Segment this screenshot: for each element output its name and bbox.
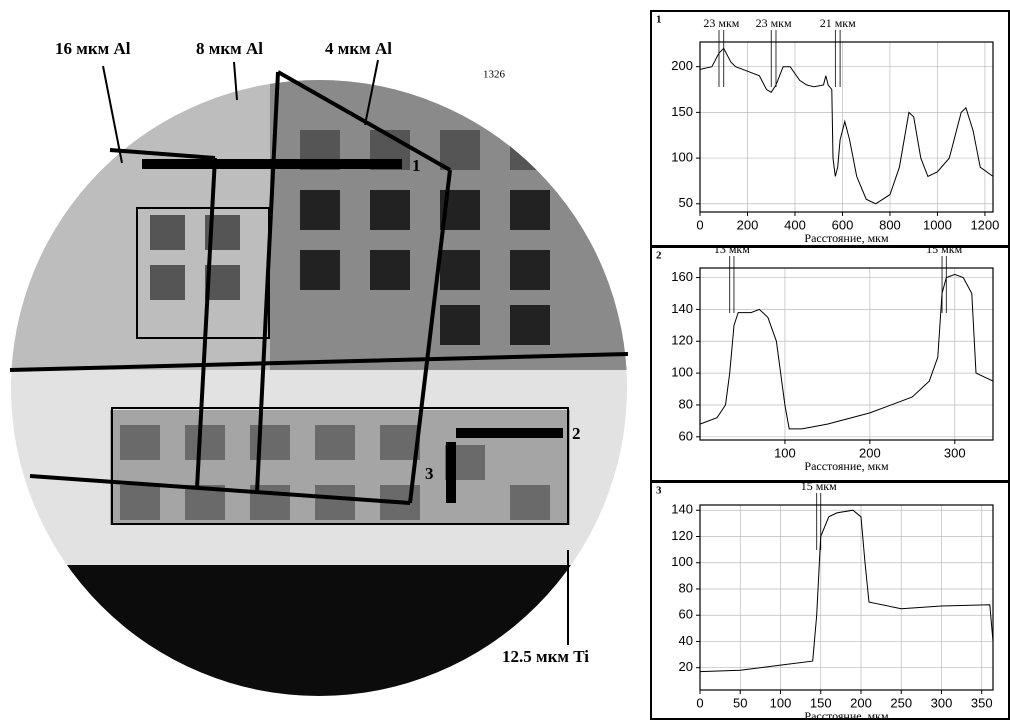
filter-label: 16 мкм Al bbox=[55, 39, 131, 58]
x-axis-label: Расстояние, мкм bbox=[804, 459, 889, 473]
x-tick-label: 50 bbox=[733, 695, 747, 710]
profile-line bbox=[699, 509, 994, 673]
filter-label: 4 мкм Al bbox=[325, 39, 392, 58]
panel-label: 1 bbox=[656, 14, 662, 26]
filter-label: 8 мкм Al bbox=[196, 39, 263, 58]
y-tick-label: 100 bbox=[671, 365, 693, 380]
filter-label: 12.5 мкм Ti bbox=[502, 647, 589, 666]
annotation: 21 мкм bbox=[820, 16, 856, 30]
y-tick-label: 100 bbox=[671, 150, 693, 165]
x-tick-label: 1200 bbox=[970, 217, 999, 232]
profile-marker: 3 bbox=[425, 464, 434, 483]
y-tick-label: 40 bbox=[679, 633, 693, 648]
x-tick-label: 200 bbox=[737, 217, 759, 232]
annotation: 15 мкм bbox=[926, 242, 962, 256]
annotation: 15 мкм bbox=[801, 479, 837, 493]
y-tick-label: 80 bbox=[679, 580, 693, 595]
x-tick-label: 350 bbox=[971, 695, 993, 710]
annotation: 23 мкм bbox=[756, 16, 792, 30]
x-tick-label: 600 bbox=[832, 217, 854, 232]
y-tick-label: 120 bbox=[671, 528, 693, 543]
y-tick-label: 60 bbox=[679, 607, 693, 622]
y-tick-label: 140 bbox=[671, 301, 693, 316]
plot-frame bbox=[699, 41, 994, 213]
x-tick-label: 300 bbox=[931, 695, 953, 710]
x-tick-label: 400 bbox=[784, 217, 806, 232]
x-tick-label: 0 bbox=[696, 695, 703, 710]
y-tick-label: 140 bbox=[671, 502, 693, 517]
x-tick-label: 100 bbox=[774, 445, 796, 460]
x-tick-label: 100 bbox=[770, 695, 792, 710]
panel-label: 3 bbox=[656, 485, 662, 497]
y-tick-label: 80 bbox=[679, 396, 693, 411]
y-tick-label: 50 bbox=[679, 195, 693, 210]
x-tick-label: 0 bbox=[696, 217, 703, 232]
y-tick-label: 200 bbox=[671, 58, 693, 73]
x-tick-label: 300 bbox=[944, 445, 966, 460]
y-tick-label: 150 bbox=[671, 104, 693, 119]
y-tick-label: 120 bbox=[671, 333, 693, 348]
profile-line bbox=[699, 47, 994, 205]
panel-label: 2 bbox=[656, 250, 662, 262]
annotation: 23 мкм bbox=[703, 16, 739, 30]
x-tick-label: 200 bbox=[859, 445, 881, 460]
profile-marker: 2 bbox=[572, 424, 581, 443]
panel-frames bbox=[650, 10, 1010, 720]
x-axis-label: Расстояние, мкм bbox=[804, 231, 889, 245]
y-tick-label: 100 bbox=[671, 554, 693, 569]
y-tick-label: 160 bbox=[671, 269, 693, 284]
annotation: 13 мкм bbox=[714, 242, 750, 256]
profile-marker: 1 bbox=[412, 156, 421, 175]
x-tick-label: 250 bbox=[890, 695, 912, 710]
overlay-lines bbox=[9, 59, 629, 645]
profile-line bbox=[699, 273, 994, 430]
plot-frame bbox=[699, 504, 994, 691]
x-tick-label: 800 bbox=[879, 217, 901, 232]
x-tick-label: 200 bbox=[850, 695, 872, 710]
x-tick-label: 150 bbox=[810, 695, 832, 710]
x-axis-label: Расстояние, мкм bbox=[804, 709, 889, 720]
image-id: 1326 bbox=[483, 69, 506, 81]
y-tick-label: 20 bbox=[679, 659, 693, 674]
plot-frame bbox=[699, 267, 994, 441]
y-tick-label: 60 bbox=[679, 428, 693, 443]
x-tick-label: 1000 bbox=[923, 217, 952, 232]
